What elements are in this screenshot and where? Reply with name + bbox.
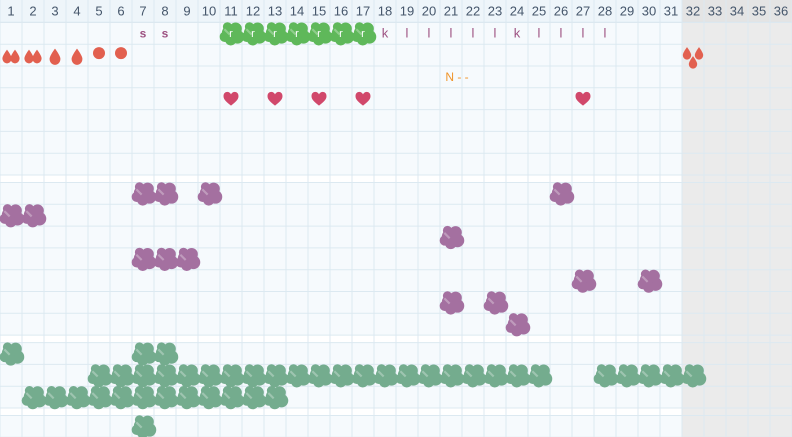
svg-text:l: l: [406, 26, 409, 41]
svg-text:r: r: [339, 28, 343, 40]
svg-text:l: l: [560, 26, 563, 41]
svg-text:r: r: [361, 28, 365, 40]
svg-text:r: r: [273, 28, 277, 40]
svg-text:s: s: [140, 26, 147, 40]
svg-text:l: l: [538, 26, 541, 41]
svg-text:l: l: [450, 26, 453, 41]
svg-text:r: r: [251, 28, 255, 40]
svg-text:l: l: [428, 26, 431, 41]
svg-text:l: l: [472, 26, 475, 41]
svg-text:r: r: [317, 28, 321, 40]
svg-text:N - -: N - -: [445, 70, 468, 84]
svg-text:k: k: [382, 26, 389, 41]
svg-text:l: l: [582, 26, 585, 41]
svg-text:r: r: [229, 28, 233, 40]
svg-text:k: k: [514, 26, 521, 41]
svg-text:l: l: [494, 26, 497, 41]
svg-text:s: s: [162, 26, 169, 40]
svg-text:r: r: [295, 28, 299, 40]
svg-text:l: l: [604, 26, 607, 41]
